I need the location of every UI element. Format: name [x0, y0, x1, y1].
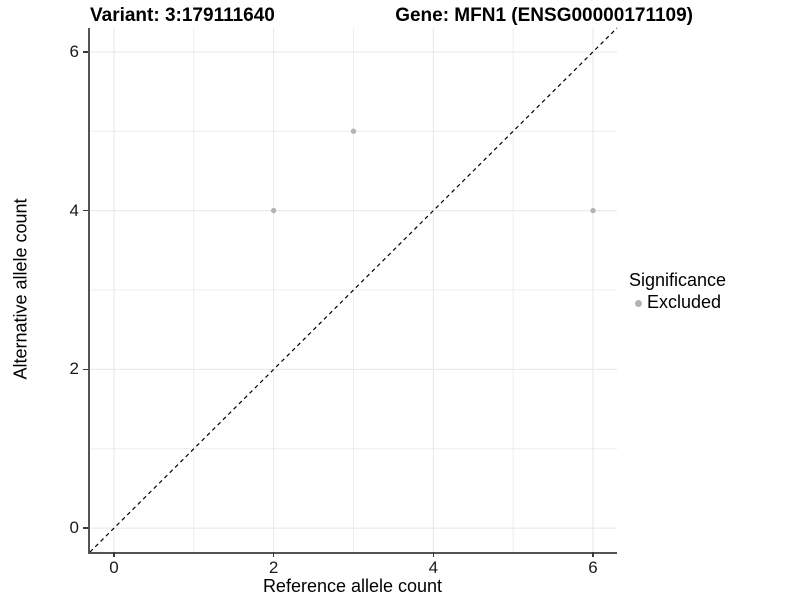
x-tick-label: 6	[588, 558, 598, 577]
plot-canvas	[89, 27, 618, 553]
legend-key-dot-icon	[635, 300, 642, 307]
identity-line	[89, 27, 618, 553]
x-tick-label: 4	[428, 558, 439, 577]
y-tick-label: 0	[69, 518, 79, 538]
y-tick-mark	[83, 51, 88, 53]
x-tick-mark	[432, 552, 435, 557]
y-tick-mark	[83, 209, 88, 212]
legend-item-label: Excluded	[647, 292, 722, 312]
data-point	[590, 207, 596, 214]
x-tick-mark	[272, 552, 275, 557]
x-tick-mark	[592, 552, 594, 557]
y-tick-mark	[83, 527, 88, 529]
y-tick-label: 2	[69, 359, 79, 379]
x-tick-mark	[113, 552, 115, 557]
y-tick-label: 6	[69, 41, 79, 61]
plot-title-variant: Variant: 3:179111640	[90, 5, 275, 26]
x-tick-label: 2	[268, 558, 279, 577]
legend-title: Significance	[629, 270, 727, 290]
x-tick-label: 0	[109, 558, 119, 577]
legend: Significance Excluded	[629, 270, 726, 313]
y-axis-title: Alternative allele count	[10, 198, 31, 380]
y-tick-mark	[83, 368, 88, 371]
data-point	[270, 207, 277, 214]
y-tick-label: 4	[69, 200, 79, 220]
data-point	[350, 128, 357, 134]
legend-item-excluded: Excluded	[629, 292, 726, 313]
plot-title-gene: Gene: MFN1 (ENSG00000171109)	[395, 5, 693, 26]
x-axis-title: Reference allele count	[262, 576, 443, 596]
plot-panel	[88, 27, 618, 554]
